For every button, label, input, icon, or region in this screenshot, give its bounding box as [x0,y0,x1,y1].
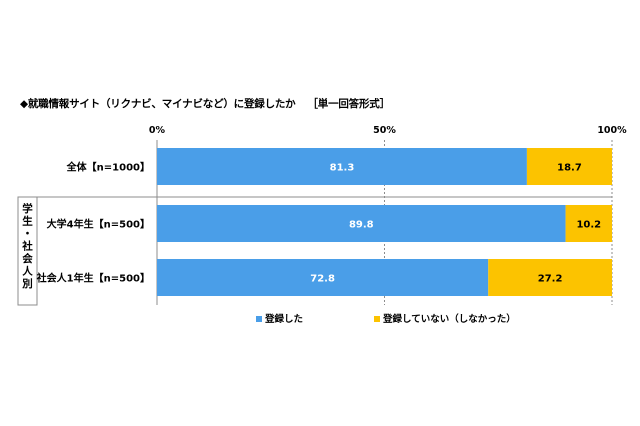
x-tick-label: 50% [373,125,396,136]
group-label-char: 学 [22,202,33,215]
chart-title-text: ◆就職情報サイト（リクナビ、マイナビなど）に登録したか [20,98,296,110]
data-label: 27.2 [538,274,563,285]
data-label: 89.8 [349,220,374,231]
bar-not-registered [488,259,612,296]
legend-swatch-registered [256,316,262,322]
chart-title: ◆就職情報サイト（リクナビ、マイナビなど）に登録したか ［単一回答形式］ [20,96,390,111]
data-label: 18.7 [557,163,582,174]
group-label-char: 別 [21,277,33,290]
group-label-char: 社 [21,240,33,253]
chart-subtitle: ［単一回答形式］ [307,98,390,110]
group-label-char: 生 [22,215,33,228]
bar-not-registered [565,205,612,242]
group-bracket [17,196,38,306]
category-label: 大学4年生【n=500】 [47,218,150,231]
category-label: 社会人1年生【n=500】 [36,272,150,285]
x-tick-label: 100% [597,125,627,136]
data-label: 81.3 [330,163,355,174]
bar-not-registered [526,148,612,185]
x-tick-label: 0% [149,125,166,136]
data-label: 10.2 [576,220,601,231]
data-label: 72.8 [310,274,335,285]
legend-label-not-registered: 登録していない（しなかった） [382,313,516,325]
group-label-char: ・ [22,228,33,240]
group-label-char: 会 [22,252,33,265]
legend-swatch-not-registered [374,316,380,322]
bar-registered [157,205,566,242]
bar-registered [157,259,489,296]
legend-label-registered: 登録した [264,313,303,325]
bar-registered [157,148,527,185]
group-label-char: 人 [22,265,33,278]
category-label: 全体【n=1000】 [66,161,150,174]
